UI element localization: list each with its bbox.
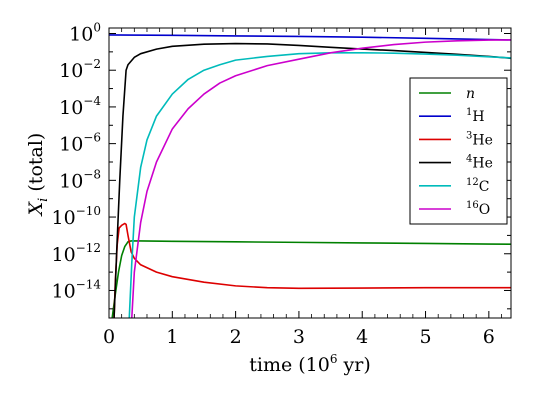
y-tick-label: 10−2 xyxy=(59,57,101,82)
series-line-3 xyxy=(113,42,511,318)
legend: n 1H 3He 4He 12C 16O xyxy=(409,77,508,225)
x-tick-label: 0 xyxy=(103,326,115,348)
x-tick-label: 1 xyxy=(166,326,178,348)
y-tick-label: 10−8 xyxy=(59,167,101,192)
series-line-2 xyxy=(113,222,511,318)
plot-frame xyxy=(108,27,512,319)
legend-label: n xyxy=(466,86,475,102)
x-tick-label: 4 xyxy=(356,326,368,348)
x-tick-label: 5 xyxy=(419,326,431,348)
tick-labels: 0 1 2 3 4 5 6 100 10−2 10−4 10−6 10−8 10−10 10−12 10−1… xyxy=(51,21,494,348)
y-tick-label: 10−6 xyxy=(59,131,101,156)
series-line-1 xyxy=(109,34,511,41)
y-tick-label: 10−10 xyxy=(51,204,101,229)
x-tick-label: 6 xyxy=(483,326,495,348)
legend-label: 4He xyxy=(466,154,493,172)
y-tick-label: 10−12 xyxy=(51,241,101,266)
y-axis-title: Xi (total) xyxy=(25,133,51,218)
series-line-0 xyxy=(111,240,511,318)
x-tick-label: 3 xyxy=(293,326,305,348)
y-tick-label: 10−14 xyxy=(51,277,101,302)
x-tick-label: 2 xyxy=(230,326,242,348)
legend-label: 12C xyxy=(466,177,489,195)
series-line-5 xyxy=(130,39,511,318)
legend-frame xyxy=(409,77,508,225)
legend-label: 1H xyxy=(466,107,485,125)
y-tick-label: 10−4 xyxy=(59,94,101,119)
series-layer xyxy=(109,34,511,318)
x-axis-title: time (106 yr) xyxy=(249,352,371,376)
series-line-4 xyxy=(128,51,511,318)
legend-label: 16O xyxy=(466,200,490,218)
y-tick-label: 100 xyxy=(69,21,101,46)
legend-label: 3He xyxy=(466,130,493,148)
